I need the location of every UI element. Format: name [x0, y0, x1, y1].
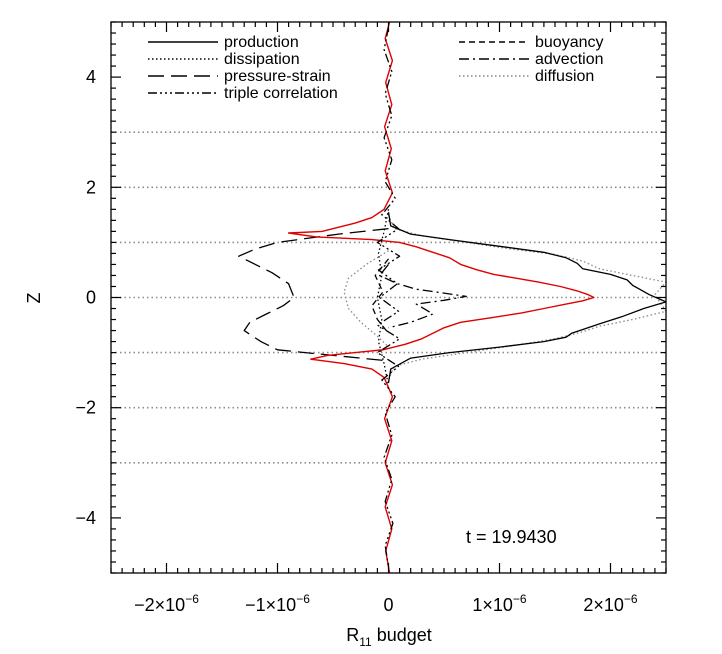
series-advection	[378, 263, 467, 329]
legend: productiondissipationpressure-straintrip…	[148, 34, 604, 102]
y-tick-label: −2	[75, 398, 96, 418]
legend-label-pressure-strain: pressure-strain	[224, 68, 331, 85]
y-tick-label: 0	[86, 288, 96, 308]
series-diffusion-inner	[343, 250, 389, 348]
x-tick-label: 0	[383, 595, 393, 615]
plot-border	[110, 21, 667, 574]
x-axis-title: R11 budget	[346, 625, 432, 649]
series-production	[387, 211, 667, 384]
x-tick-label: −1×10−6	[245, 592, 310, 615]
y-tick-label: −4	[75, 508, 96, 528]
x-tick-label: −2×10−6	[134, 592, 199, 615]
y-tick-label: 4	[86, 67, 96, 87]
legend-label-production: production	[224, 34, 299, 51]
y-tick-label: 2	[86, 177, 96, 197]
legend-label-diffusion: diffusion	[535, 68, 594, 85]
legend-label-advection: advection	[535, 51, 604, 68]
y-axis-title: Z	[24, 293, 44, 304]
tick-labels: −2×10−6 −1×10−6 0 1×10−6 2×10−6 −4 −2 0 2 4	[75, 67, 637, 615]
axis-ticks	[110, 21, 667, 574]
legend-label-dissipation: dissipation	[224, 51, 300, 68]
time-annotation: t = 19.9430	[466, 527, 557, 547]
series-group	[238, 21, 667, 574]
legend-label-triple-correlation: triple correlation	[224, 85, 338, 102]
plot-frame	[110, 21, 667, 574]
series-triple-correlation	[376, 27, 401, 568]
x-tick-label: 1×10−6	[472, 592, 527, 615]
series-buoyancy	[371, 258, 390, 334]
series-pressure-strain	[238, 227, 389, 362]
legend-label-buoyancy: buoyancy	[535, 34, 604, 51]
x-tick-label: 2×10−6	[583, 592, 638, 615]
